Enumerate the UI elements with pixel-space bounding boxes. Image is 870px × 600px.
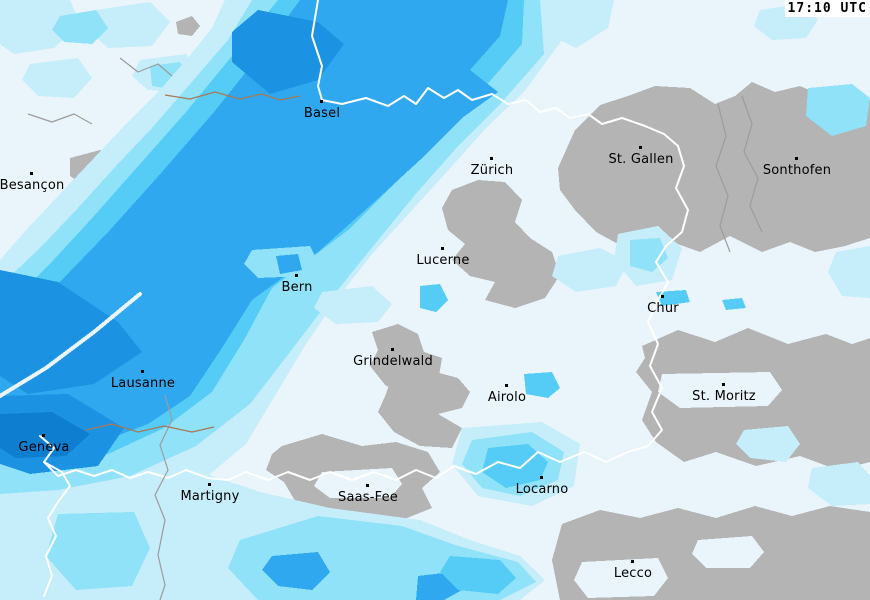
city-dot-icon: [141, 370, 144, 373]
city-name: Martigny: [180, 489, 240, 504]
city-dot-icon: [391, 348, 394, 351]
city-dot-icon: [661, 295, 664, 298]
city-dot-icon: [295, 274, 298, 277]
timestamp-badge: 17:10 UTC: [784, 0, 870, 17]
city-dot-icon: [42, 434, 45, 437]
city-name: Geneva: [18, 440, 70, 455]
city-name: Lecco: [613, 566, 653, 581]
minor-border-line: [741, 95, 763, 233]
city-name: Saas-Fee: [337, 490, 399, 505]
city-name: Zürich: [470, 163, 514, 178]
country-border-line: [311, 0, 323, 101]
city-dot-icon: [639, 146, 642, 149]
city-name: Bern: [281, 280, 313, 295]
city-dot-icon: [722, 383, 725, 386]
city-name: Locarno: [515, 482, 569, 497]
city-name: Grindelwald: [353, 354, 433, 369]
city-name: St. Moritz: [692, 389, 756, 404]
city-name: Besançon: [0, 178, 65, 193]
minor-border-line: [27, 113, 93, 125]
city-dot-icon: [795, 157, 798, 160]
country-border-line: [43, 461, 71, 597]
city-name: Sonthofen: [762, 163, 832, 178]
city-dot-icon: [320, 100, 323, 103]
minor-border-line: [715, 103, 731, 253]
country-border-line: [227, 87, 689, 481]
city-dot-icon: [540, 476, 543, 479]
city-name: St. Gallen: [608, 152, 674, 167]
city-name: Airolo: [487, 390, 527, 405]
city-dot-icon: [366, 484, 369, 487]
city-dot-icon: [490, 157, 493, 160]
city-dot-icon: [631, 560, 634, 563]
city-dot-icon: [30, 172, 33, 175]
minor-border-line: [119, 57, 173, 77]
city-dot-icon: [505, 384, 508, 387]
city-name: Lucerne: [416, 253, 470, 268]
minor-border-line: [154, 394, 173, 600]
minor-border-line: [85, 423, 215, 433]
city-dot-icon: [441, 247, 444, 250]
city-dot-icon: [208, 483, 211, 486]
minor-border-line: [164, 91, 301, 101]
city-name: Basel: [303, 106, 341, 121]
city-name: Lausanne: [110, 376, 176, 391]
city-name: Chur: [647, 301, 679, 316]
border-layer: [27, 0, 763, 600]
